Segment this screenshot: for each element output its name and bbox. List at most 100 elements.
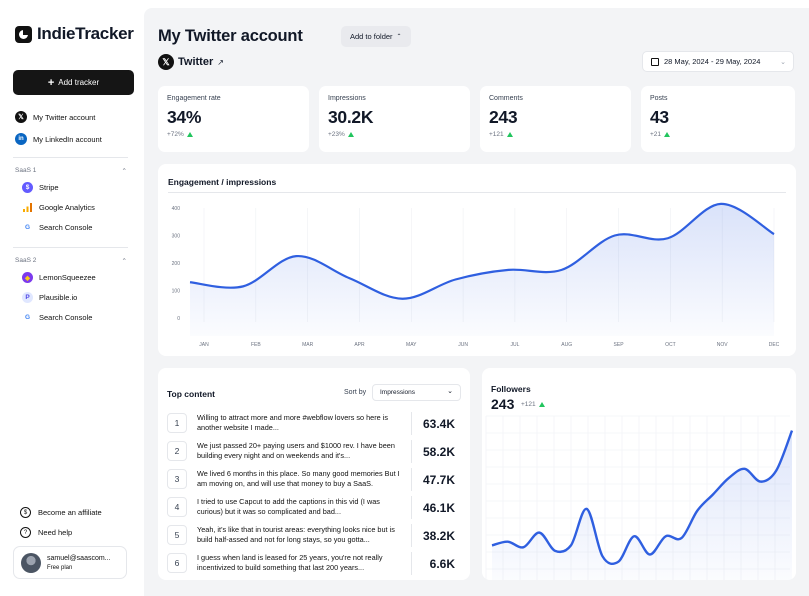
platform-name: Twitter — [178, 56, 214, 68]
table-row[interactable]: 6 I guess when land is leased for 25 year… — [167, 552, 463, 577]
x-tick-label: AUG — [561, 342, 572, 348]
divider — [13, 247, 128, 248]
trend-up-icon — [186, 132, 193, 137]
sidebar-item-lemonsqueezee[interactable]: ◆ LemonSqueezee — [22, 272, 96, 283]
delta-text: +121 — [521, 401, 536, 408]
app-logo[interactable]: IndieTracker — [15, 24, 134, 44]
lemonsqueezy-icon: ◆ — [22, 272, 33, 283]
row-index: 5 — [167, 525, 187, 545]
plausible-icon: P — [22, 292, 33, 303]
y-tick-label: 200 — [172, 261, 181, 267]
x-tick-label: JUL — [510, 342, 519, 348]
logo-mark-icon — [15, 25, 32, 43]
chart-title: Engagement / impressions — [168, 177, 277, 187]
need-help-link[interactable]: ? Need help — [20, 527, 72, 538]
date-range-value: 28 May, 2024 - 29 May, 2024 — [664, 57, 761, 66]
sidebar-item-label: Search Console — [39, 313, 93, 322]
engagement-chart-card: Engagement / impressions 400 300 200 100 0 JA… — [158, 164, 796, 356]
followers-title: Followers — [491, 384, 531, 394]
x-tick-label: NOV — [717, 342, 729, 348]
group-saas-2-toggle[interactable]: SaaS 2 ⌃ — [15, 257, 127, 265]
table-row[interactable]: 2 We just passed 20+ paying users and $10… — [167, 440, 463, 465]
stat-card-comments: Comments 243 +121 — [480, 86, 631, 152]
stat-delta: +72% — [167, 131, 300, 138]
google-icon: G — [24, 314, 31, 321]
x-logo-icon: 𝕏 — [158, 54, 174, 70]
google-icon: G — [24, 224, 31, 231]
x-tick-label: DEC — [769, 342, 780, 348]
x-tick-label: SEP — [614, 342, 625, 348]
x-tick-label: OCT — [665, 342, 676, 348]
stat-label: Posts — [650, 95, 668, 102]
stat-card-impressions: Impressions 30.2K +23% — [319, 86, 470, 152]
sidebar-item-twitter[interactable]: 𝕏 My Twitter account — [15, 111, 95, 123]
group-saas-1-toggle[interactable]: SaaS 1 ⌃ — [15, 167, 127, 175]
row-value: 47.7K — [422, 473, 455, 487]
delta-text: +72% — [167, 131, 184, 138]
chevron-up-icon: ⌃ — [121, 258, 127, 265]
followers-chart — [485, 415, 794, 580]
table-row[interactable]: 1 Willing to attract more and more #webfl… — [167, 412, 463, 437]
sort-value: Impressions — [380, 389, 416, 396]
delta-text: +121 — [489, 131, 504, 138]
table-row[interactable]: 5 Yeah, it's like that in tourist areas: … — [167, 524, 463, 549]
row-index: 2 — [167, 441, 187, 461]
table-row[interactable]: 3 We lived 6 months in this place. So man… — [167, 468, 463, 493]
row-value: 6.6K — [429, 557, 455, 571]
sidebar-item-label: Stripe — [39, 183, 59, 192]
avatar — [21, 552, 41, 573]
sidebar-item-search-console-2[interactable]: G Search Console — [22, 312, 92, 323]
area-fill — [492, 430, 792, 580]
x-tick-label: APR — [354, 342, 365, 348]
sidebar-item-stripe[interactable]: $ Stripe — [22, 182, 59, 193]
chevron-down-icon: ⌄ — [447, 388, 453, 395]
row-text: We just passed 20+ paying users and $100… — [197, 441, 395, 460]
y-tick-label: 300 — [172, 234, 181, 240]
followers-delta: +121 — [521, 401, 545, 408]
stripe-icon: $ — [22, 182, 33, 193]
stat-card-engagement: Engagement rate 34% +72% — [158, 86, 309, 152]
affiliate-label: Become an affiliate — [38, 508, 102, 517]
sidebar-item-search-console[interactable]: G Search Console — [22, 222, 92, 233]
divider — [13, 157, 128, 158]
group-label: SaaS 1 — [15, 167, 37, 174]
stat-delta: +21 — [650, 131, 786, 138]
sidebar-item-label: LemonSqueezee — [39, 273, 96, 282]
sort-select[interactable]: Impressions ⌄ — [372, 384, 461, 401]
followers-card: Followers 243 +121 — [482, 368, 796, 580]
page-title: My Twitter account — [158, 27, 303, 45]
trend-up-icon — [538, 402, 545, 407]
linkedin-icon: in — [15, 133, 27, 145]
stat-label: Impressions — [328, 95, 366, 102]
row-index: 3 — [167, 469, 187, 489]
stat-value: 34% — [167, 107, 202, 127]
sidebar-item-google-analytics[interactable]: Google Analytics — [22, 202, 95, 213]
row-index: 1 — [167, 413, 187, 433]
user-account-card[interactable]: samuel@saascom... Free plan — [13, 546, 127, 579]
become-affiliate-link[interactable]: $ Become an affiliate — [20, 507, 102, 518]
y-tick-label: 400 — [172, 206, 181, 212]
sidebar-item-label: Search Console — [39, 223, 93, 232]
top-content-card: Top content Sort by Impressions ⌄ 1 Willi… — [158, 368, 470, 580]
x-tick-label: JUN — [458, 342, 468, 348]
platform-link[interactable]: Twitter ↗ — [178, 56, 224, 68]
external-link-icon: ↗ — [217, 57, 224, 67]
stat-label: Comments — [489, 95, 523, 102]
add-tracker-button[interactable]: + Add tracker — [13, 70, 134, 95]
sidebar-item-plausible[interactable]: P Plausible.io — [22, 292, 77, 303]
chevron-up-icon: ⌃ — [396, 34, 402, 40]
calendar-icon — [651, 57, 659, 66]
top-content-title: Top content — [167, 389, 215, 399]
row-index: 6 — [167, 553, 187, 573]
sidebar-item-linkedin[interactable]: in My LinkedIn account — [15, 133, 102, 145]
add-to-folder-button[interactable]: Add to folder ⌃ — [341, 26, 411, 47]
trend-up-icon — [664, 132, 671, 137]
x-logo-icon: 𝕏 — [15, 111, 27, 123]
table-row[interactable]: 4 I tried to use Capcut to add the captio… — [167, 496, 463, 521]
date-range-picker[interactable]: 28 May, 2024 - 29 May, 2024 ⌄ — [642, 51, 794, 72]
x-tick-label: JAN — [199, 342, 209, 348]
series-line — [189, 202, 775, 300]
engagement-chart: 400 300 200 100 0 JAN FEB MAR APR MAY JUN JUL AUG SEP… — [172, 202, 780, 348]
chevron-up-icon: ⌃ — [121, 168, 127, 175]
sidebar-item-label: Google Analytics — [39, 203, 95, 212]
